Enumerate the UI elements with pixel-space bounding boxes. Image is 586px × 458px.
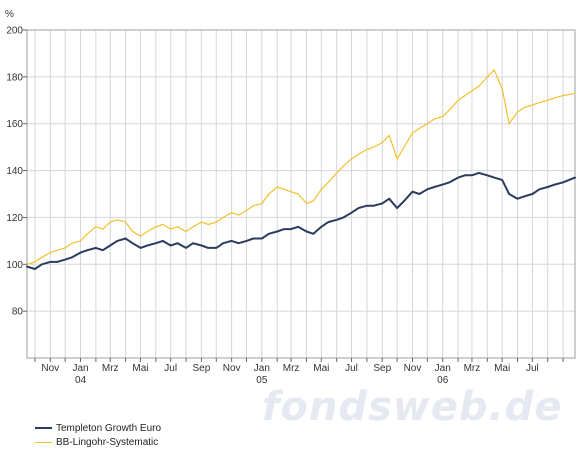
x-tick-label: Mrz — [283, 363, 300, 374]
plot-frame — [26, 29, 576, 359]
y-axis-unit-label: % — [5, 9, 14, 20]
x-tick-label: Mrz — [102, 363, 119, 374]
y-tick-label: 100 — [6, 260, 23, 271]
x-tick-label: Sep — [373, 363, 391, 374]
y-tick-label: 180 — [6, 72, 23, 83]
grid — [27, 29, 575, 358]
x-tick-label: Mai — [494, 363, 510, 374]
x-tick-label: Jul — [164, 363, 177, 374]
x-tick-label: Jul — [345, 363, 358, 374]
legend-swatch-templeton — [35, 427, 52, 429]
x-tick-label: Mai — [313, 363, 329, 374]
x-tick-year-label: 06 — [437, 375, 449, 386]
y-axis: 80 100 120 140 160 180 200 — [6, 26, 27, 318]
x-tick-label: Sep — [193, 363, 211, 374]
y-tick-label: 120 — [6, 213, 23, 224]
x-tick-label: Mai — [132, 363, 148, 374]
x-tick-label: Jan — [72, 363, 88, 374]
series-line-lingohr — [26, 69, 576, 265]
x-tick-label: Nov — [41, 363, 59, 374]
legend: Templeton Growth Euro BB-Lingohr-Systema… — [35, 421, 161, 449]
y-tick-label: 80 — [12, 307, 24, 318]
x-tick-label: Nov — [223, 363, 241, 374]
legend-item-lingohr: BB-Lingohr-Systematic — [35, 435, 161, 449]
x-tick-year-label: 05 — [256, 375, 268, 386]
x-tick-year-label: 04 — [75, 375, 87, 386]
legend-item-templeton: Templeton Growth Euro — [35, 421, 161, 435]
legend-label-lingohr: BB-Lingohr-Systematic — [56, 436, 159, 448]
series-line-templeton — [26, 171, 576, 270]
y-tick-label: 140 — [6, 166, 23, 177]
x-tick-label: Jan — [254, 363, 270, 374]
legend-label-templeton: Templeton Growth Euro — [56, 422, 162, 434]
x-tick-label: Jul — [526, 363, 539, 374]
series-layer — [26, 69, 576, 270]
legend-swatch-lingohr — [35, 441, 52, 443]
y-tick-label: 160 — [6, 119, 23, 130]
y-tick-label: 200 — [6, 26, 23, 37]
x-tick-label: Jan — [435, 363, 451, 374]
x-tick-label: Nov — [404, 363, 422, 374]
x-tick-label: Mrz — [464, 363, 481, 374]
watermark-logo: fondsweb.de — [262, 384, 563, 430]
